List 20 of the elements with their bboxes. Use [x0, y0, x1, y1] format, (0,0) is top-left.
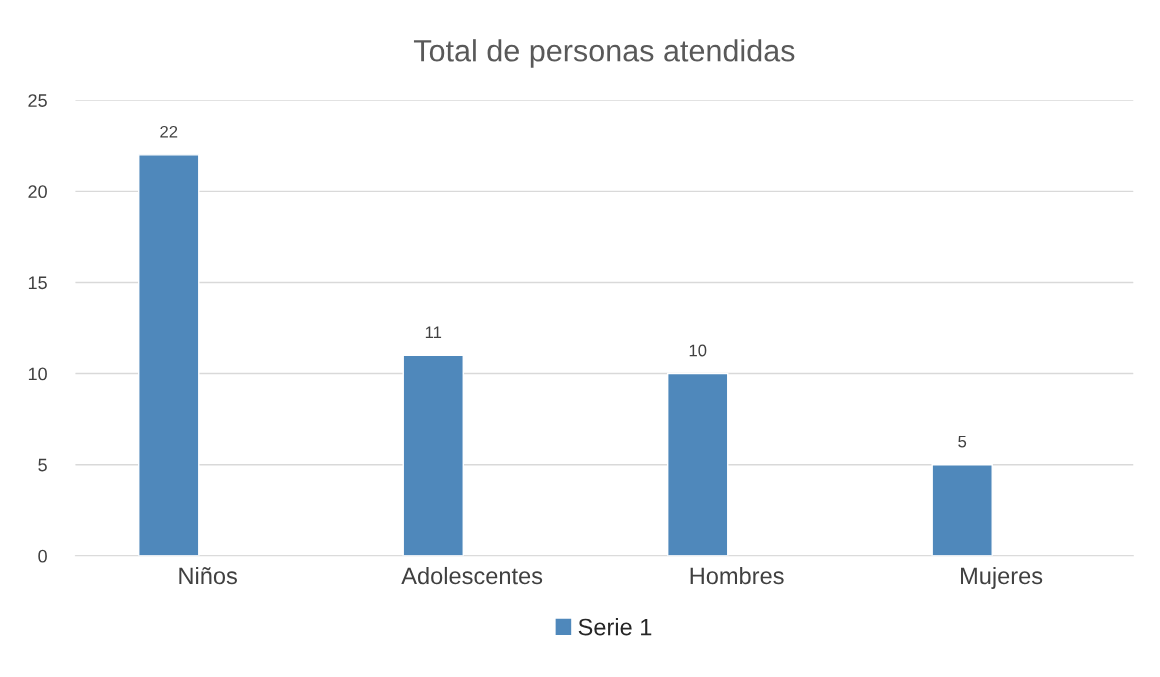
y-tick-label: 0 — [38, 549, 47, 563]
y-tick-label: 10 — [28, 367, 47, 381]
data-label: 10 — [689, 344, 707, 357]
bar — [402, 354, 464, 556]
y-tick-label: 15 — [28, 276, 47, 290]
y-tick-label: 20 — [28, 185, 47, 199]
bar — [138, 154, 200, 556]
data-label: 5 — [958, 435, 967, 448]
bar — [667, 372, 729, 556]
data-label: 22 — [160, 125, 178, 138]
y-tick-label: 25 — [28, 94, 47, 107]
bar — [931, 463, 993, 556]
y-tick-label: 5 — [38, 458, 47, 472]
x-tick-label: Adolescentes — [401, 566, 543, 585]
legend-label: Serie 1 — [578, 618, 652, 636]
data-label: 11 — [425, 326, 442, 338]
chart-title: Total de personas atendidas — [413, 39, 795, 68]
x-tick-label: Mujeres — [961, 566, 1043, 589]
x-tick-label: Hombres — [690, 566, 784, 585]
x-tick-label: Niños — [179, 566, 237, 585]
